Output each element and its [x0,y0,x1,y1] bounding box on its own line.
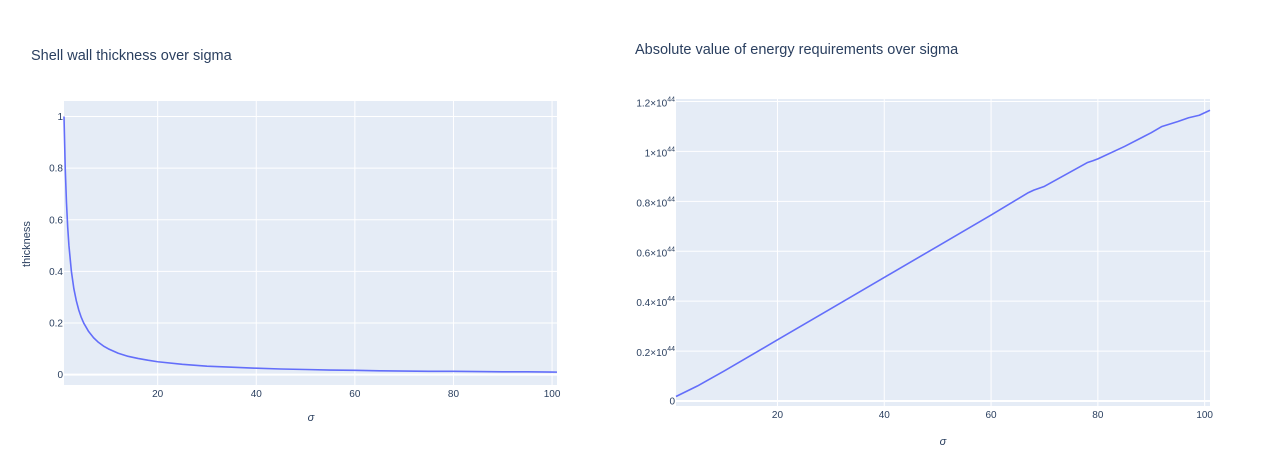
y-tick-label: 0 [57,370,63,381]
x-axis-label: σ [940,436,947,448]
y-tick-label: 1.2×1044 [636,96,675,109]
x-tick-label: 60 [985,410,997,421]
plot-area [676,99,1210,406]
y-tick-label: 1×1044 [645,146,675,159]
x-axis: 20 40 60 80 100 [772,410,1214,421]
x-tick-label: 80 [1092,410,1104,421]
y-tick-label: 0.8×1044 [636,196,675,209]
y-tick-label: 0.2×1044 [636,346,675,359]
y-tick-label: 0.2 [49,319,63,330]
y-tick-label: 0.6×1044 [636,246,675,259]
y-tick-label: 1 [57,112,63,123]
x-tick-label: 40 [251,389,263,400]
series [675,109,1211,398]
y-tick-label: 0.6 [49,215,63,226]
y-axis-label: thickness [21,221,33,267]
chart-title: Absolute value of energy requirements ov… [635,42,959,58]
x-tick-label: 80 [448,389,460,400]
chart-energy: Absolute value of energy requirements ov… [635,42,1213,448]
series-line [675,109,1211,398]
grid [676,99,1210,406]
x-tick-label: 20 [152,389,164,400]
y-tick-label: 0.8 [49,164,63,175]
chart-title: Shell wall thickness over sigma [31,48,233,64]
x-axis-label: σ [308,412,315,424]
x-axis: 20 40 60 80 100 [152,389,561,400]
chart-thickness: Shell wall thickness over sigma 00.20.40… [21,48,561,424]
plot-area [64,101,557,385]
series [63,116,558,373]
y-tick-label: 0.4 [49,267,63,278]
grid [64,101,557,385]
y-tick-label: 0.4×1044 [636,296,675,309]
y-axis: 0 0.2×1044 0.4×1044 0.6×1044 0.8×1044 1×1044 1… [636,96,675,407]
y-tick-label: 0 [669,397,675,408]
y-axis: 0 0.2 0.4 0.6 0.8 1 [49,112,63,381]
x-tick-label: 60 [349,389,361,400]
x-tick-label: 100 [544,389,561,400]
x-tick-label: 40 [879,410,891,421]
x-tick-label: 20 [772,410,784,421]
x-tick-label: 100 [1196,410,1213,421]
series-line [63,116,558,373]
